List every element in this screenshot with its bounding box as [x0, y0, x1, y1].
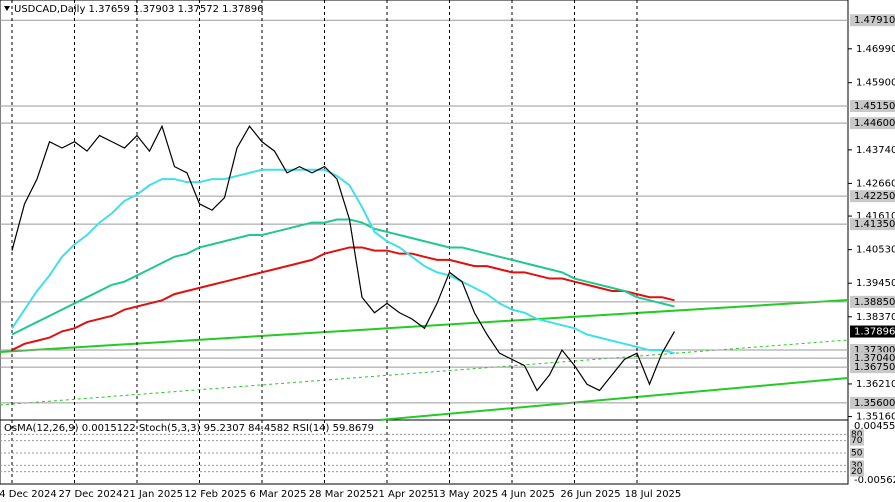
osc-level-box	[850, 448, 864, 458]
series-line	[11, 218, 675, 336]
y-tick-label: 1.38370	[856, 312, 895, 323]
level-box	[850, 117, 895, 130]
x-tick-label: 28 Mar 2025	[309, 489, 372, 500]
level-label: 1.37300	[854, 345, 895, 356]
x-tick-label: 12 Feb 2025	[184, 489, 246, 500]
level-box	[850, 190, 895, 203]
y-tick-label: 1.39450	[856, 278, 895, 289]
x-tick-label: 18 Jul 2025	[625, 489, 682, 500]
y-tick-label: 1.46990	[856, 44, 895, 55]
osc-level-label: 50	[851, 449, 863, 459]
level-label: 1.37040	[854, 353, 895, 364]
osc-level-box	[850, 429, 864, 440]
level-label: 1.41350	[854, 219, 895, 230]
x-tick-label: 13 May 2025	[433, 489, 498, 500]
y-tick-label: 1.43740	[856, 145, 895, 156]
osc-level-label: 20	[851, 467, 863, 477]
level-box	[850, 14, 895, 27]
osc-level-label: 30	[851, 461, 863, 471]
osc-level-box	[850, 466, 864, 477]
last-price-box	[850, 325, 895, 338]
trend-line	[0, 299, 849, 353]
level-label: 1.44600	[854, 118, 895, 129]
trend-line	[0, 339, 849, 406]
osc-level-label: 70	[851, 436, 863, 446]
osc-bottom-label: -0.00562	[854, 475, 895, 486]
x-tick-label: 26 Jun 2025	[560, 489, 620, 500]
series-line	[11, 168, 675, 355]
level-label: 1.47910	[854, 15, 895, 26]
indicator-title: OsMA(12,26,9) 0.0015122 Stoch(5,3,3) 95.…	[4, 423, 374, 434]
y-tick-label: 1.40530	[856, 245, 895, 256]
x-tick-label: 27 Dec 2024	[59, 489, 123, 500]
trend-line	[379, 377, 849, 421]
osc-level-box	[850, 460, 864, 471]
level-label: 1.42250	[854, 191, 895, 202]
x-tick-label: 6 Mar 2025	[249, 489, 306, 500]
level-box	[850, 218, 895, 231]
x-tick-label: 4 Dec 2024	[0, 489, 57, 500]
y-tick-label: 1.45900	[856, 78, 895, 89]
series-line	[11, 246, 675, 351]
x-tick-label: 21 Jan 2025	[123, 489, 183, 500]
y-tick-label: 1.42660	[856, 178, 895, 189]
osc-top-label: 0.004558	[854, 421, 895, 432]
level-box	[850, 361, 895, 374]
level-box	[850, 396, 895, 409]
y-tick-label: 1.35160	[856, 412, 895, 423]
y-tick-label: 1.41610	[856, 211, 895, 222]
x-tick-label: 4 Jun 2025	[501, 489, 555, 500]
level-label: 1.35600	[854, 398, 895, 409]
y-tick-label: 1.36210	[856, 379, 895, 390]
series-line	[11, 124, 676, 392]
osc-level-box	[850, 435, 864, 446]
level-label: 1.45150	[854, 101, 895, 112]
last-price-label: 1.37896	[854, 327, 895, 338]
osc-level-label: 80	[851, 430, 863, 440]
level-box	[850, 352, 895, 365]
level-label: 1.36750	[854, 362, 895, 373]
x-tick-label: 21 Apr 2025	[372, 489, 434, 500]
level-box	[850, 295, 895, 308]
chart-title: USDCAD,Daily 1.37659 1.37903 1.37572 1.3…	[14, 4, 264, 15]
level-box	[850, 100, 895, 113]
menu-arrow	[4, 6, 10, 11]
level-label: 1.38850	[854, 297, 895, 308]
